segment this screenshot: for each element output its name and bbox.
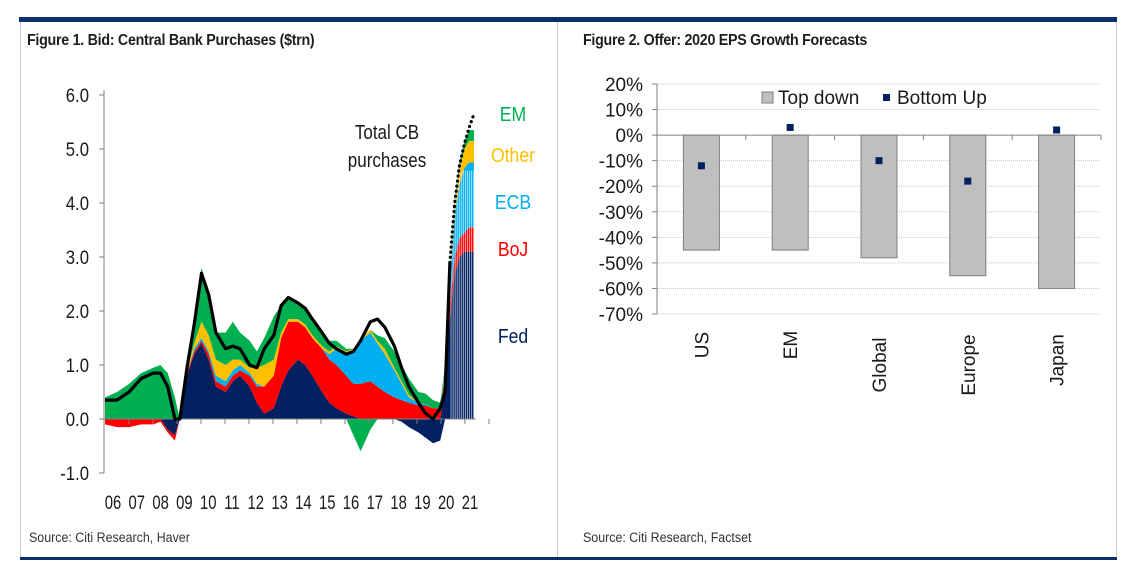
marker-bottom-up-em: [786, 123, 794, 131]
area-boj-negative: [105, 419, 474, 444]
chart2-markers: [697, 123, 1061, 185]
x-tick-label: 08: [152, 492, 168, 513]
area-boj-positive: [105, 227, 474, 419]
figure2-bottom-rule: [557, 557, 1117, 560]
legend-em: EM: [500, 103, 526, 125]
y-tick-label: 0.0: [66, 409, 89, 430]
marker-bottom-up-global: [875, 157, 883, 165]
y-tick-label: 0%: [616, 126, 644, 147]
marker-bottom-up-japan: [1053, 126, 1061, 134]
bar-top-down-em: [771, 134, 809, 251]
figure2-title: Figure 2. Offer: 2020 EPS Growth Forecas…: [583, 32, 868, 49]
marker-bottom-up-us: [697, 162, 705, 170]
bar-top-down-japan: [1038, 134, 1076, 289]
x-tick-label: 13: [271, 492, 287, 513]
x-tick-label: 11: [224, 492, 239, 513]
figure1-source: Source: Citi Research, Haver: [29, 530, 190, 545]
category-label-us: US: [692, 332, 713, 358]
x-tick-label: 20: [438, 492, 454, 513]
total-cb-purchases-dotted-line: [448, 112, 476, 264]
x-tick-label: 07: [129, 492, 145, 513]
total-line-layer: [105, 112, 476, 421]
figure1-top-rule: [19, 17, 557, 22]
y-tick-label: 20%: [605, 75, 643, 96]
area-em-positive: [105, 130, 474, 419]
x-tick-label: 10: [200, 492, 216, 513]
y-tick-label: 6.0: [66, 85, 89, 106]
legend-label-bottom-up: Bottom Up: [897, 88, 987, 109]
y-tick-label: 2.0: [66, 301, 89, 322]
annotation-total-cb-line1: Total CB: [355, 121, 419, 144]
chart2-axes: [652, 83, 1102, 315]
x-tick-label: 19: [414, 492, 430, 513]
y-tick-label: -40%: [599, 228, 643, 249]
category-label-global: Global: [870, 338, 891, 393]
legend-boj: BoJ: [498, 238, 528, 260]
total-cb-purchases-line: [105, 262, 452, 421]
y-tick-label: -50%: [599, 254, 643, 275]
category-label-em: EM: [781, 331, 802, 360]
x-tick-label: 14: [295, 492, 311, 513]
legend-swatch-bottom-up: [883, 94, 890, 101]
bar-top-down-global: [860, 134, 898, 259]
legend-swatch-top-down: [761, 91, 774, 104]
x-tick-label: 21: [462, 492, 478, 513]
legend-other: Other: [491, 144, 535, 166]
category-label-japan: Japan: [1048, 334, 1069, 386]
legend-label-top-down: Top down: [778, 88, 859, 109]
x-tick-label: 06: [105, 492, 121, 513]
y-tick-label: 5.0: [66, 139, 89, 160]
bar-top-down-us: [682, 134, 720, 251]
figure1-title: Figure 1. Bid: Central Bank Purchases ($…: [27, 32, 315, 49]
chart2-bars: [682, 134, 1076, 289]
figure1-bottom-rule: [20, 557, 557, 560]
bar-top-down-europe: [949, 134, 987, 277]
chart1-axes: [99, 90, 490, 474]
legend-ecb: ECB: [495, 191, 531, 213]
y-tick-label: 10%: [605, 101, 643, 122]
y-tick-label: 4.0: [66, 193, 89, 214]
category-label-europe: Europe: [959, 334, 980, 395]
chart1-labels: 6.0 5.0 4.0 3.0 2.0 1.0 0.0 -1.0 06 07 08 09 10 11 12 1…: [60, 85, 535, 513]
figure-divider: [557, 22, 558, 557]
y-tick-label: -10%: [599, 152, 643, 173]
y-tick-label: -60%: [599, 279, 643, 300]
annotation-total-cb-line2: purchases: [348, 149, 426, 172]
y-tick-label: 3.0: [66, 247, 89, 268]
figure2-top-rule: [557, 17, 1117, 22]
y-tick-label: -70%: [599, 305, 643, 326]
y-tick-label: -1.0: [60, 463, 89, 484]
chart2-labels: 20% 10% 0% -10% -20% -30% -40% -50% -60% -70% US EM…: [599, 75, 1069, 396]
x-tick-label: 09: [176, 492, 192, 513]
area-fed-positive: [105, 251, 474, 419]
stacked-areas: [105, 130, 475, 452]
y-tick-label: -20%: [599, 177, 643, 198]
area-ecb-positive: [105, 162, 474, 419]
y-tick-label: 1.0: [66, 355, 89, 376]
x-tick-label: 12: [248, 492, 264, 513]
figure1-left-border: [20, 22, 21, 557]
area-other-positive: [105, 140, 474, 419]
figure2-right-border: [1116, 22, 1117, 557]
figure2-source: Source: Citi Research, Factset: [583, 530, 752, 545]
y-tick-label: -30%: [599, 203, 643, 224]
x-tick-label: 17: [367, 492, 383, 513]
x-tick-label: 15: [319, 492, 335, 513]
area-fed-negative: [105, 419, 474, 444]
marker-bottom-up-europe: [964, 177, 972, 185]
legend-fed: Fed: [498, 325, 528, 347]
x-tick-label: 18: [390, 492, 406, 513]
x-tick-label: 16: [343, 492, 359, 513]
central-bank-purchases-chart: 6.0 5.0 4.0 3.0 2.0 1.0 0.0 -1.0 06 07 08 09 10 11 12 1…: [60, 85, 535, 513]
